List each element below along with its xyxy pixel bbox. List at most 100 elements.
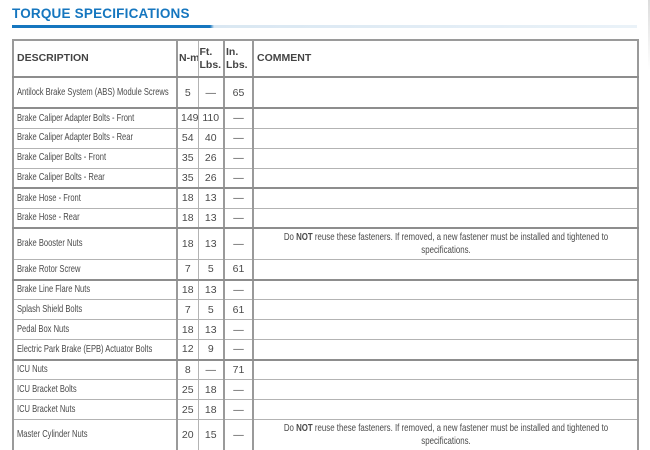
table-row: Brake Caliper Bolts - Front 35 26—	[12, 147, 639, 169]
comment-cell: Do NOT reuse these fasteners. If removed…	[252, 419, 639, 450]
description-text: ICU Bracket Nuts	[17, 402, 76, 415]
ft-lbs-cell: 13	[197, 227, 225, 260]
description-text: ICU Bracket Bolts	[17, 382, 77, 395]
in-lbs-cell: 71	[223, 359, 254, 380]
comment-cell	[252, 319, 639, 340]
table-row: Master Cylinder Nuts 20 15— Do NOT reuse th…	[12, 419, 639, 450]
in-lbs-cell: —	[223, 279, 254, 300]
comment-cell	[252, 339, 639, 361]
header-comment: COMMENT	[252, 39, 639, 78]
nm-cell: 7	[176, 299, 199, 320]
in-lbs-cell: —	[223, 167, 254, 189]
nm-cell: 18	[176, 279, 199, 300]
nm-cell: 18	[176, 187, 199, 209]
comment-cell	[252, 399, 639, 420]
nm-cell: 18	[176, 227, 199, 260]
description-cell: Master Cylinder Nuts	[12, 419, 178, 450]
table-row: Brake Caliper Adapter Bolts - Front 149 11…	[12, 107, 639, 129]
nm-cell: 18	[176, 319, 199, 340]
table-row: Brake Caliper Adapter Bolts - Rear 54 40—	[12, 127, 639, 149]
ft-lbs-cell: 5	[197, 259, 225, 281]
comment-cell	[252, 167, 639, 189]
comment-cell	[252, 187, 639, 209]
in-lbs-cell: 61	[223, 299, 254, 320]
description-cell: Brake Booster Nuts	[12, 227, 178, 260]
ft-lbs-cell: 13	[197, 187, 225, 209]
ft-lbs-cell: —	[197, 76, 225, 109]
title-underline	[12, 25, 637, 28]
in-lbs-cell: —	[223, 227, 254, 260]
ft-lbs-cell: 5	[197, 299, 225, 320]
in-lbs-cell: —	[223, 399, 254, 420]
in-lbs-cell: —	[223, 207, 254, 229]
header-description: DESCRIPTION	[12, 39, 178, 78]
comment-cell	[252, 259, 639, 281]
table-row: Brake Caliper Bolts - Rear 35 26—	[12, 167, 639, 189]
table-header-row: DESCRIPTION N-m Ft. Lbs. In. Lbs. COMMEN…	[12, 39, 639, 78]
nm-cell: 25	[176, 379, 199, 400]
torque-spec-table: DESCRIPTION N-m Ft. Lbs. In. Lbs. COMMEN…	[12, 39, 639, 450]
description-text: Brake Caliper Bolts - Front	[17, 151, 107, 164]
ft-lbs-cell: 26	[197, 147, 225, 169]
in-lbs-cell: —	[223, 379, 254, 400]
description-cell: Brake Caliper Adapter Bolts - Rear	[12, 127, 178, 149]
comment-cell	[252, 299, 639, 320]
in-lbs-cell: —	[223, 107, 254, 129]
header-nm: N-m	[176, 39, 199, 78]
ft-lbs-cell: —	[197, 359, 225, 380]
comment-cell	[252, 107, 639, 129]
comment-cell	[252, 76, 639, 109]
in-lbs-cell: —	[223, 319, 254, 340]
ft-lbs-cell: 13	[197, 279, 225, 300]
description-text: Brake Hose - Rear	[17, 211, 80, 224]
description-text: Brake Rotor Screw	[17, 262, 81, 275]
comment-cell	[252, 359, 639, 380]
description-text: ICU Nuts	[17, 363, 48, 376]
table-row: Brake Booster Nuts 18 13— Do NOT reuse thes…	[12, 227, 639, 260]
in-lbs-cell: —	[223, 127, 254, 149]
description-cell: ICU Bracket Nuts	[12, 399, 178, 420]
description-cell: Electric Park Brake (EPB) Actuator Bolts	[12, 339, 178, 361]
nm-cell: 54	[176, 127, 199, 149]
table-row: Brake Line Flare Nuts 18 13—	[12, 279, 639, 300]
in-lbs-cell: —	[223, 147, 254, 169]
ft-lbs-cell: 15	[197, 419, 225, 450]
description-text: Electric Park Brake (EPB) Actuator Bolts	[17, 342, 153, 355]
page-edge-shadow	[648, 0, 650, 70]
description-cell: Brake Caliper Bolts - Front	[12, 147, 178, 169]
description-cell: Brake Hose - Rear	[12, 207, 178, 229]
description-text: Master Cylinder Nuts	[17, 428, 88, 441]
table-row: Antilock Brake System (ABS) Module Screw…	[12, 76, 639, 109]
nm-cell: 7	[176, 259, 199, 281]
in-lbs-cell: —	[223, 419, 254, 450]
description-text: Brake Caliper Adapter Bolts - Rear	[17, 131, 133, 144]
description-cell: Brake Hose - Front	[12, 187, 178, 209]
description-text: Brake Caliper Adapter Bolts - Front	[17, 111, 135, 124]
description-cell: ICU Nuts	[12, 359, 178, 380]
nm-cell: 12	[176, 339, 199, 361]
table-row: Pedal Box Nuts 18 13—	[12, 319, 639, 340]
nm-cell: 35	[176, 167, 199, 189]
table-row: Brake Hose - Front 18 13—	[12, 187, 639, 209]
description-cell: ICU Bracket Bolts	[12, 379, 178, 400]
description-text: Brake Line Flare Nuts	[17, 283, 91, 296]
ft-lbs-cell: 13	[197, 319, 225, 340]
comment-text: Do NOT reuse these fasteners. If removed…	[283, 422, 609, 447]
ft-lbs-cell: 26	[197, 167, 225, 189]
table-row: ICU Bracket Nuts 25 18—	[12, 399, 639, 420]
in-lbs-cell: 61	[223, 259, 254, 281]
nm-cell: 18	[176, 207, 199, 229]
description-cell: Pedal Box Nuts	[12, 319, 178, 340]
page-title: TORQUE SPECIFICATIONS	[12, 6, 190, 21]
in-lbs-cell: —	[223, 187, 254, 209]
nm-cell: 5	[176, 76, 199, 109]
comment-cell: Do NOT reuse these fasteners. If removed…	[252, 227, 639, 260]
comment-cell	[252, 207, 639, 229]
table-row: Brake Hose - Rear 18 13—	[12, 207, 639, 229]
description-cell: Brake Line Flare Nuts	[12, 279, 178, 300]
table-row: ICU Nuts 8—71	[12, 359, 639, 380]
ft-lbs-cell: 18	[197, 399, 225, 420]
table-row: Splash Shield Bolts 7 5 61	[12, 299, 639, 320]
ft-lbs-cell: 18	[197, 379, 225, 400]
